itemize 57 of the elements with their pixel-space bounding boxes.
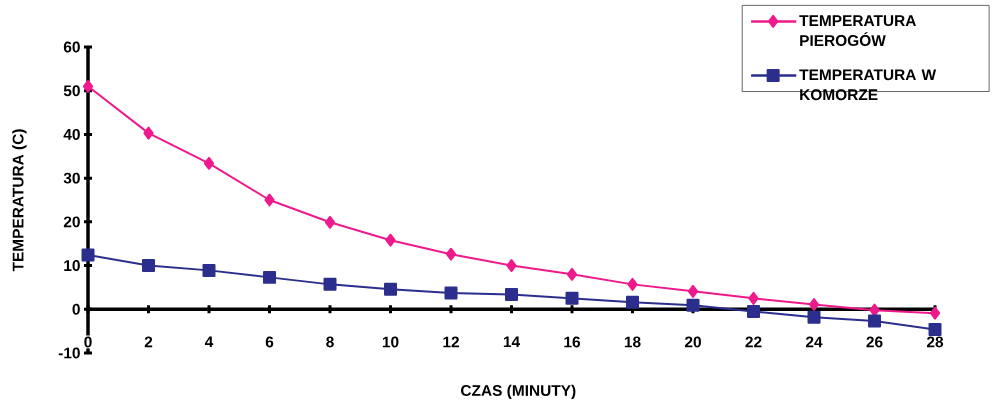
point <box>506 259 517 273</box>
point <box>263 270 277 284</box>
x-tick-label: 16 <box>564 336 581 348</box>
point <box>323 277 337 291</box>
x-tick-label: 18 <box>624 336 641 348</box>
point <box>203 156 215 170</box>
point <box>748 291 759 305</box>
point <box>385 233 396 247</box>
point <box>324 215 336 229</box>
x-tick-label: 4 <box>204 336 214 348</box>
x-tick-label: 8 <box>326 336 334 348</box>
point <box>929 306 941 320</box>
x-tick-label: 12 <box>443 336 459 348</box>
x-tick-label: 6 <box>265 336 274 348</box>
point <box>566 267 578 281</box>
y-tick-label: 0 <box>72 303 80 315</box>
x-tick-label: 0 <box>84 336 92 348</box>
x-tick-label: 26 <box>866 336 883 348</box>
point <box>142 259 156 273</box>
point <box>444 286 458 300</box>
point <box>143 126 154 140</box>
x-tick-label: 28 <box>926 336 944 348</box>
point <box>627 277 638 291</box>
x-tick-label: 10 <box>382 336 399 348</box>
legend-label: TEMPERATURA W KOMORZE <box>799 69 937 101</box>
x-axis-title: CZAS (MINUTY) <box>461 384 576 400</box>
point <box>626 295 640 309</box>
point <box>928 322 942 336</box>
point <box>868 314 882 328</box>
x-tick-label: 2 <box>144 336 153 348</box>
point <box>747 304 761 318</box>
x-tick-label: 22 <box>745 336 762 348</box>
y-tick-label: 10 <box>64 260 80 272</box>
point <box>384 282 398 296</box>
point <box>686 298 700 312</box>
point <box>565 291 579 305</box>
x-tick-label: 24 <box>805 336 823 348</box>
point <box>202 263 216 277</box>
y-axis-title: TEMPERATURA (C) <box>12 129 27 272</box>
point <box>808 297 820 311</box>
point <box>687 284 699 298</box>
point <box>869 303 880 317</box>
y-tick-label: -10 <box>58 347 80 359</box>
y-tick-label: 50 <box>63 85 80 97</box>
legend-label: TEMPERATURA PIEROGÓW <box>799 15 916 47</box>
point <box>445 247 457 261</box>
x-tick-label: 20 <box>684 336 701 348</box>
y-tick-label: 20 <box>63 216 80 228</box>
point <box>807 310 821 324</box>
y-tick-label: 30 <box>63 172 80 184</box>
y-tick-label: 60 <box>63 41 80 53</box>
point <box>81 248 95 262</box>
point <box>264 193 275 207</box>
x-tick-label: 14 <box>503 336 521 348</box>
point <box>82 79 94 93</box>
y-tick-label: 40 <box>63 128 80 140</box>
point <box>505 287 519 301</box>
